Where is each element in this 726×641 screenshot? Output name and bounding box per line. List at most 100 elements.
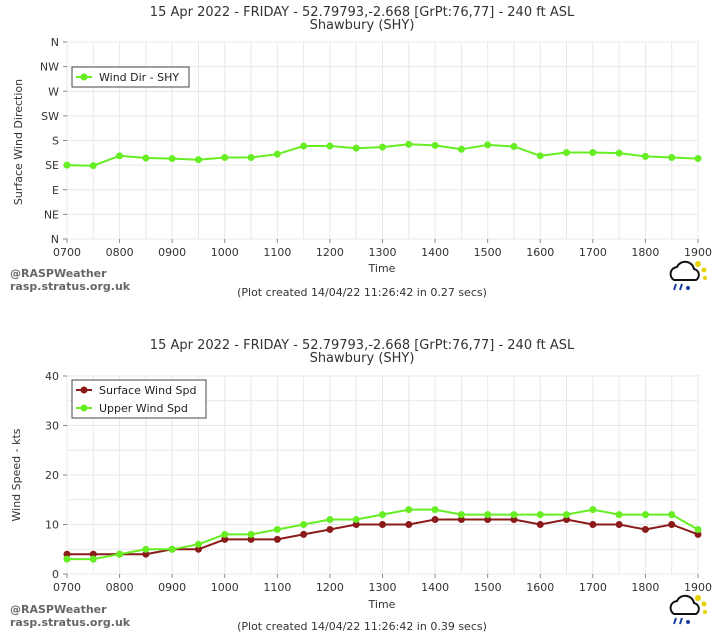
- data-point: [563, 511, 571, 519]
- data-point: [326, 516, 334, 524]
- data-point: [194, 545, 202, 553]
- legend-marker-wind-dir: [80, 73, 88, 81]
- data-point: [379, 143, 386, 151]
- data-point: [431, 141, 439, 149]
- y-ticks-direction: N NW W SW S SE E NE N: [40, 36, 67, 246]
- data-point: [221, 535, 229, 543]
- x-axis-label-speed: Time: [368, 598, 396, 611]
- data-point: [536, 521, 544, 528]
- data-point: [405, 506, 413, 514]
- data-point: [379, 511, 386, 519]
- data-point: [457, 511, 465, 519]
- x-tick-label: 1100: [263, 246, 291, 259]
- panel2-title-line1: 15 Apr 2022 - FRIDAY - 52.79793,-2.668 […: [150, 338, 575, 353]
- data-point: [589, 149, 597, 157]
- y-tick-label: SW: [41, 110, 59, 123]
- data-point: [641, 511, 649, 519]
- x-tick-label: 0700: [53, 246, 81, 259]
- x-tick-label: 1100: [263, 581, 291, 594]
- x-tick-label: 1300: [369, 246, 397, 259]
- data-point: [589, 506, 597, 514]
- data-point: [221, 530, 229, 538]
- legend-marker-surface: [80, 386, 88, 394]
- data-point: [484, 141, 492, 149]
- legend-label-surface: Surface Wind Spd: [99, 384, 197, 397]
- data-point: [694, 155, 702, 163]
- y-tick-label: NE: [44, 208, 59, 221]
- y-tick-label: SE: [45, 159, 59, 172]
- legend-speed: Surface Wind Spd Upper Wind Spd: [71, 379, 207, 419]
- data-point: [615, 511, 623, 519]
- data-point: [273, 525, 281, 533]
- legend-direction: Wind Dir - SHY: [71, 66, 190, 88]
- y-tick-label: S: [52, 135, 59, 148]
- x-tick-label: 0700: [53, 581, 81, 594]
- x-tick-label: 1000: [211, 581, 239, 594]
- data-point: [142, 154, 150, 162]
- panel1-title-line2: Shawbury (SHY): [310, 18, 415, 33]
- panel-wind-speed: 15 Apr 2022 - FRIDAY - 52.79793,-2.668 […: [10, 338, 712, 633]
- weather-logo-icon: [669, 260, 707, 291]
- data-point: [457, 145, 465, 153]
- x-tick-label: 1500: [474, 581, 502, 594]
- x-tick-label: 1900: [684, 581, 712, 594]
- x-tick-label: 1400: [421, 246, 449, 259]
- series-speed: [63, 506, 702, 563]
- data-point: [247, 535, 255, 543]
- data-point: [405, 521, 413, 528]
- x-tick-label: 1600: [526, 581, 554, 594]
- data-point: [116, 550, 124, 558]
- data-point: [641, 152, 649, 160]
- data-point: [116, 152, 124, 160]
- data-point: [63, 550, 71, 558]
- data-point: [247, 530, 255, 538]
- y-tick-label: E: [52, 184, 59, 197]
- legend-label-upper: Upper Wind Spd: [99, 402, 188, 415]
- series-direction: [63, 140, 702, 170]
- y-tick-label: N: [51, 233, 59, 246]
- data-point: [89, 555, 97, 563]
- x-axis-label-direction: Time: [368, 262, 396, 275]
- legend-marker-upper: [80, 404, 88, 412]
- y-tick-label: 30: [45, 420, 59, 433]
- x-tick-label: 1800: [631, 581, 659, 594]
- data-point: [300, 521, 308, 528]
- y-ticks-speed: 0 10 20 30 40: [45, 370, 67, 581]
- data-point: [694, 525, 702, 533]
- x-ticks-direction: 0700 0800 0900 1000 1100 1200 1300 1400 1500 1600…: [53, 239, 712, 259]
- data-point: [589, 521, 597, 528]
- x-tick-label: 1900: [684, 246, 712, 259]
- data-point: [379, 521, 386, 528]
- data-point: [615, 149, 623, 157]
- data-point: [352, 516, 360, 524]
- y-tick-label: 20: [45, 469, 59, 482]
- data-point: [457, 516, 465, 524]
- credit-handle-1: @RASPWeather: [10, 267, 107, 280]
- y-tick-label: NW: [40, 61, 59, 74]
- y-axis-label-direction: Surface Wind Direction: [12, 79, 25, 205]
- data-point: [484, 511, 492, 519]
- data-point: [641, 525, 649, 533]
- data-point: [431, 516, 439, 524]
- data-point: [615, 521, 623, 528]
- y-tick-label: N: [51, 36, 59, 49]
- data-point: [300, 142, 308, 150]
- credit-url-1: rasp.stratus.org.uk: [10, 280, 131, 293]
- data-point: [510, 511, 518, 519]
- data-point: [536, 511, 544, 519]
- x-tick-label: 0800: [106, 581, 134, 594]
- x-tick-label: 1300: [369, 581, 397, 594]
- data-point: [352, 144, 360, 152]
- x-tick-label: 0900: [158, 581, 186, 594]
- legend-label-wind-dir: Wind Dir - SHY: [99, 71, 179, 84]
- data-point: [668, 521, 676, 528]
- weather-logo-icon: [669, 594, 707, 625]
- data-point: [405, 140, 413, 148]
- data-point: [63, 161, 71, 169]
- y-tick-label: 40: [45, 370, 59, 383]
- y-tick-label: W: [48, 85, 59, 98]
- y-tick-label: 0: [52, 568, 59, 581]
- x-tick-label: 1200: [316, 581, 344, 594]
- panel2-title-line2: Shawbury (SHY): [310, 351, 415, 366]
- x-tick-label: 0800: [106, 246, 134, 259]
